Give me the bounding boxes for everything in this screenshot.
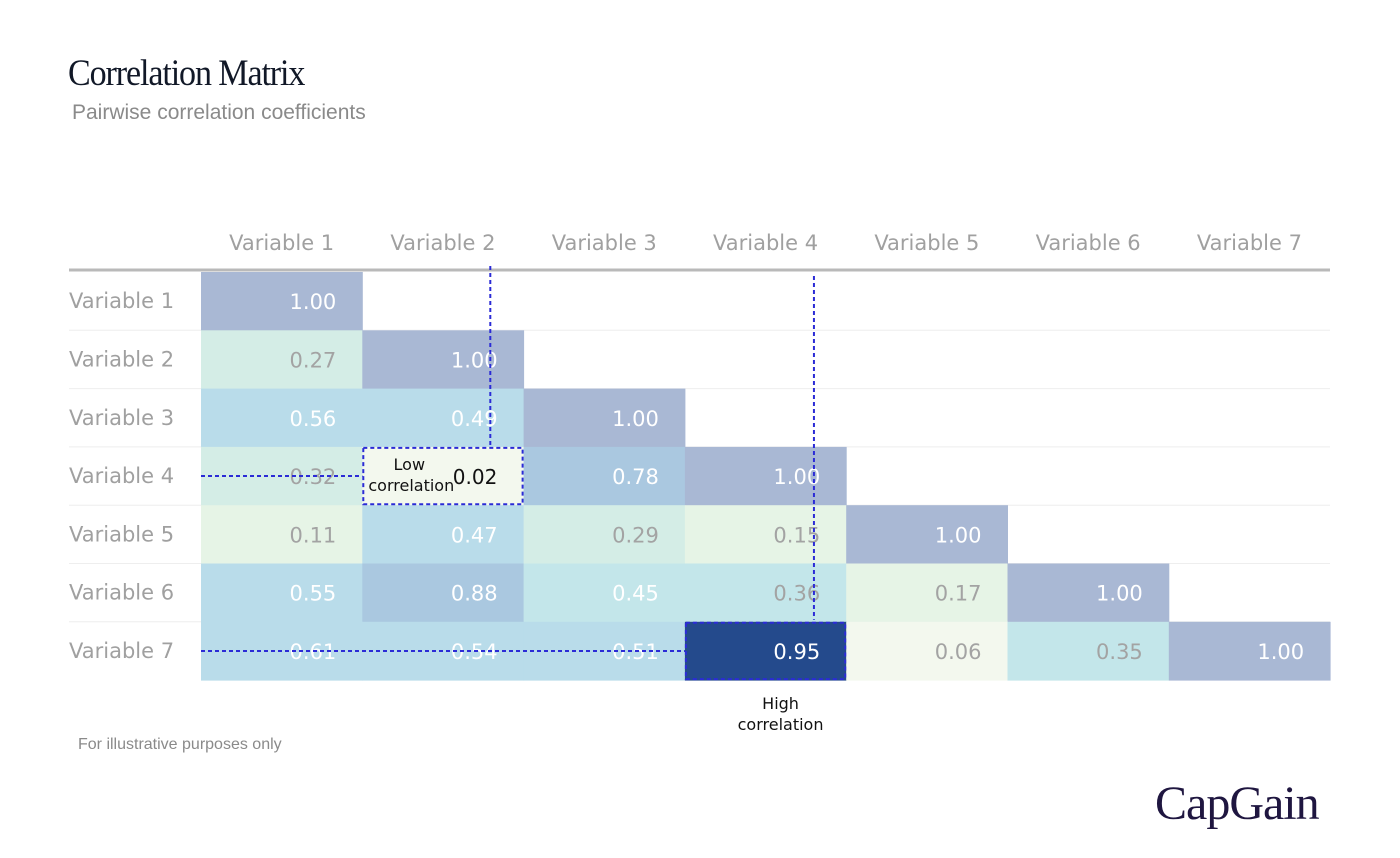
cell-value-r5-c1: 0.11	[290, 523, 337, 547]
heatmap-cell-r5-c3	[523, 505, 686, 564]
footnote: For illustrative purposes only	[78, 736, 282, 753]
cell-value-r7-c7: 1.00	[1257, 640, 1304, 664]
row-label-variable-7: Variable 7	[69, 639, 174, 663]
cell-value-r4-c3: 0.78	[612, 465, 659, 489]
heatmap-cell-r6-c1	[201, 563, 363, 623]
column-header-variable-4: Variable 4	[713, 231, 818, 255]
heatmap-cell-r7-c5	[846, 621, 1008, 681]
cell-value-r5-c5: 1.00	[935, 523, 982, 547]
annotation-label-line1: Low	[394, 455, 426, 474]
column-header-variable-1: Variable 1	[229, 231, 334, 255]
column-header-variable-6: Variable 6	[1036, 231, 1141, 255]
heatmap-cell-r5-c4	[684, 505, 847, 564]
heatmap-cell-r6-c5	[846, 563, 1008, 623]
brand-logo: CapGain	[1155, 777, 1320, 830]
chart-title: Correlation Matrix	[68, 53, 305, 94]
cell-value-r6-c2: 0.88	[451, 582, 498, 606]
heatmap-cell-r5-c5	[846, 505, 1008, 564]
cell-value-r2-c1: 0.27	[290, 348, 337, 372]
row-label-variable-2: Variable 2	[69, 347, 174, 371]
heatmap-cell-r6-c4	[684, 563, 847, 623]
cell-value-r6-c1: 0.55	[290, 582, 337, 606]
cell-value-r5-c2: 0.47	[451, 523, 498, 547]
row-label-variable-4: Variable 4	[69, 464, 174, 488]
cell-value-r5-c3: 0.29	[612, 523, 659, 547]
cell-value-r7-c6: 0.35	[1096, 640, 1143, 664]
cell-value-r5-c4: 0.15	[773, 523, 820, 547]
chart-subtitle: Pairwise correlation coefficients	[72, 101, 366, 124]
cell-value-r3-c1: 0.56	[290, 407, 337, 431]
heatmap-cell-r6-c2	[362, 563, 525, 623]
row-label-variable-3: Variable 3	[69, 406, 174, 430]
heatmap-cell-r2-c1	[201, 330, 363, 390]
row-label-variable-1: Variable 1	[69, 289, 174, 313]
heatmap-cell-r4-c2	[362, 446, 525, 506]
annotation-label-line1: High	[762, 694, 799, 713]
cell-value-r6-c6: 1.00	[1096, 582, 1143, 606]
cell-value-r6-c4: 0.36	[773, 582, 820, 606]
annotation-label-line2: correlation	[738, 715, 824, 734]
heatmap-cell-r5-c1	[201, 505, 363, 564]
cell-value-r7-c4: 0.95	[773, 640, 820, 664]
row-label-variable-6: Variable 6	[69, 581, 174, 605]
column-header-variable-2: Variable 2	[390, 231, 495, 255]
heatmap-cell-r7-c6	[1007, 621, 1170, 681]
cell-value-r6-c5: 0.17	[935, 582, 982, 606]
heatmap-cell-r2-c2	[362, 330, 525, 390]
heatmap-cell-r6-c3	[523, 563, 686, 623]
column-header-variable-7: Variable 7	[1197, 231, 1302, 255]
row-label-variable-5: Variable 5	[69, 522, 174, 546]
heatmap-cell-r7-c4	[684, 621, 847, 681]
cell-value-r4-c2: 0.02	[453, 465, 498, 489]
heatmap-cell-r4-c4	[684, 446, 847, 506]
column-header-variable-5: Variable 5	[874, 231, 979, 255]
heatmap-cell-r6-c6	[1007, 563, 1170, 623]
column-header-variable-3: Variable 3	[552, 231, 657, 255]
annotation-box-1	[362, 446, 524, 506]
heatmap-cell-r3-c1	[201, 388, 363, 448]
heatmap-cell-r5-c2	[362, 505, 525, 564]
heatmap-cell-r4-c3	[523, 446, 686, 506]
cell-value-r3-c2: 0.49	[451, 407, 498, 431]
annotation-box-2	[684, 621, 847, 681]
heatmap-cell-r1-c1	[201, 272, 363, 331]
cell-value-r6-c3: 0.45	[612, 582, 659, 606]
cell-value-r4-c4: 1.00	[773, 465, 820, 489]
heatmap-cell-r7-c7	[1168, 621, 1331, 681]
annotation-label-line2: correlation	[368, 476, 454, 495]
cell-value-r1-c1: 1.00	[290, 290, 337, 314]
heatmap-cell-r3-c2	[362, 388, 525, 448]
heatmap-cell-r3-c3	[523, 388, 686, 448]
cell-value-r3-c3: 1.00	[612, 407, 659, 431]
cell-value-r7-c5: 0.06	[935, 640, 982, 664]
